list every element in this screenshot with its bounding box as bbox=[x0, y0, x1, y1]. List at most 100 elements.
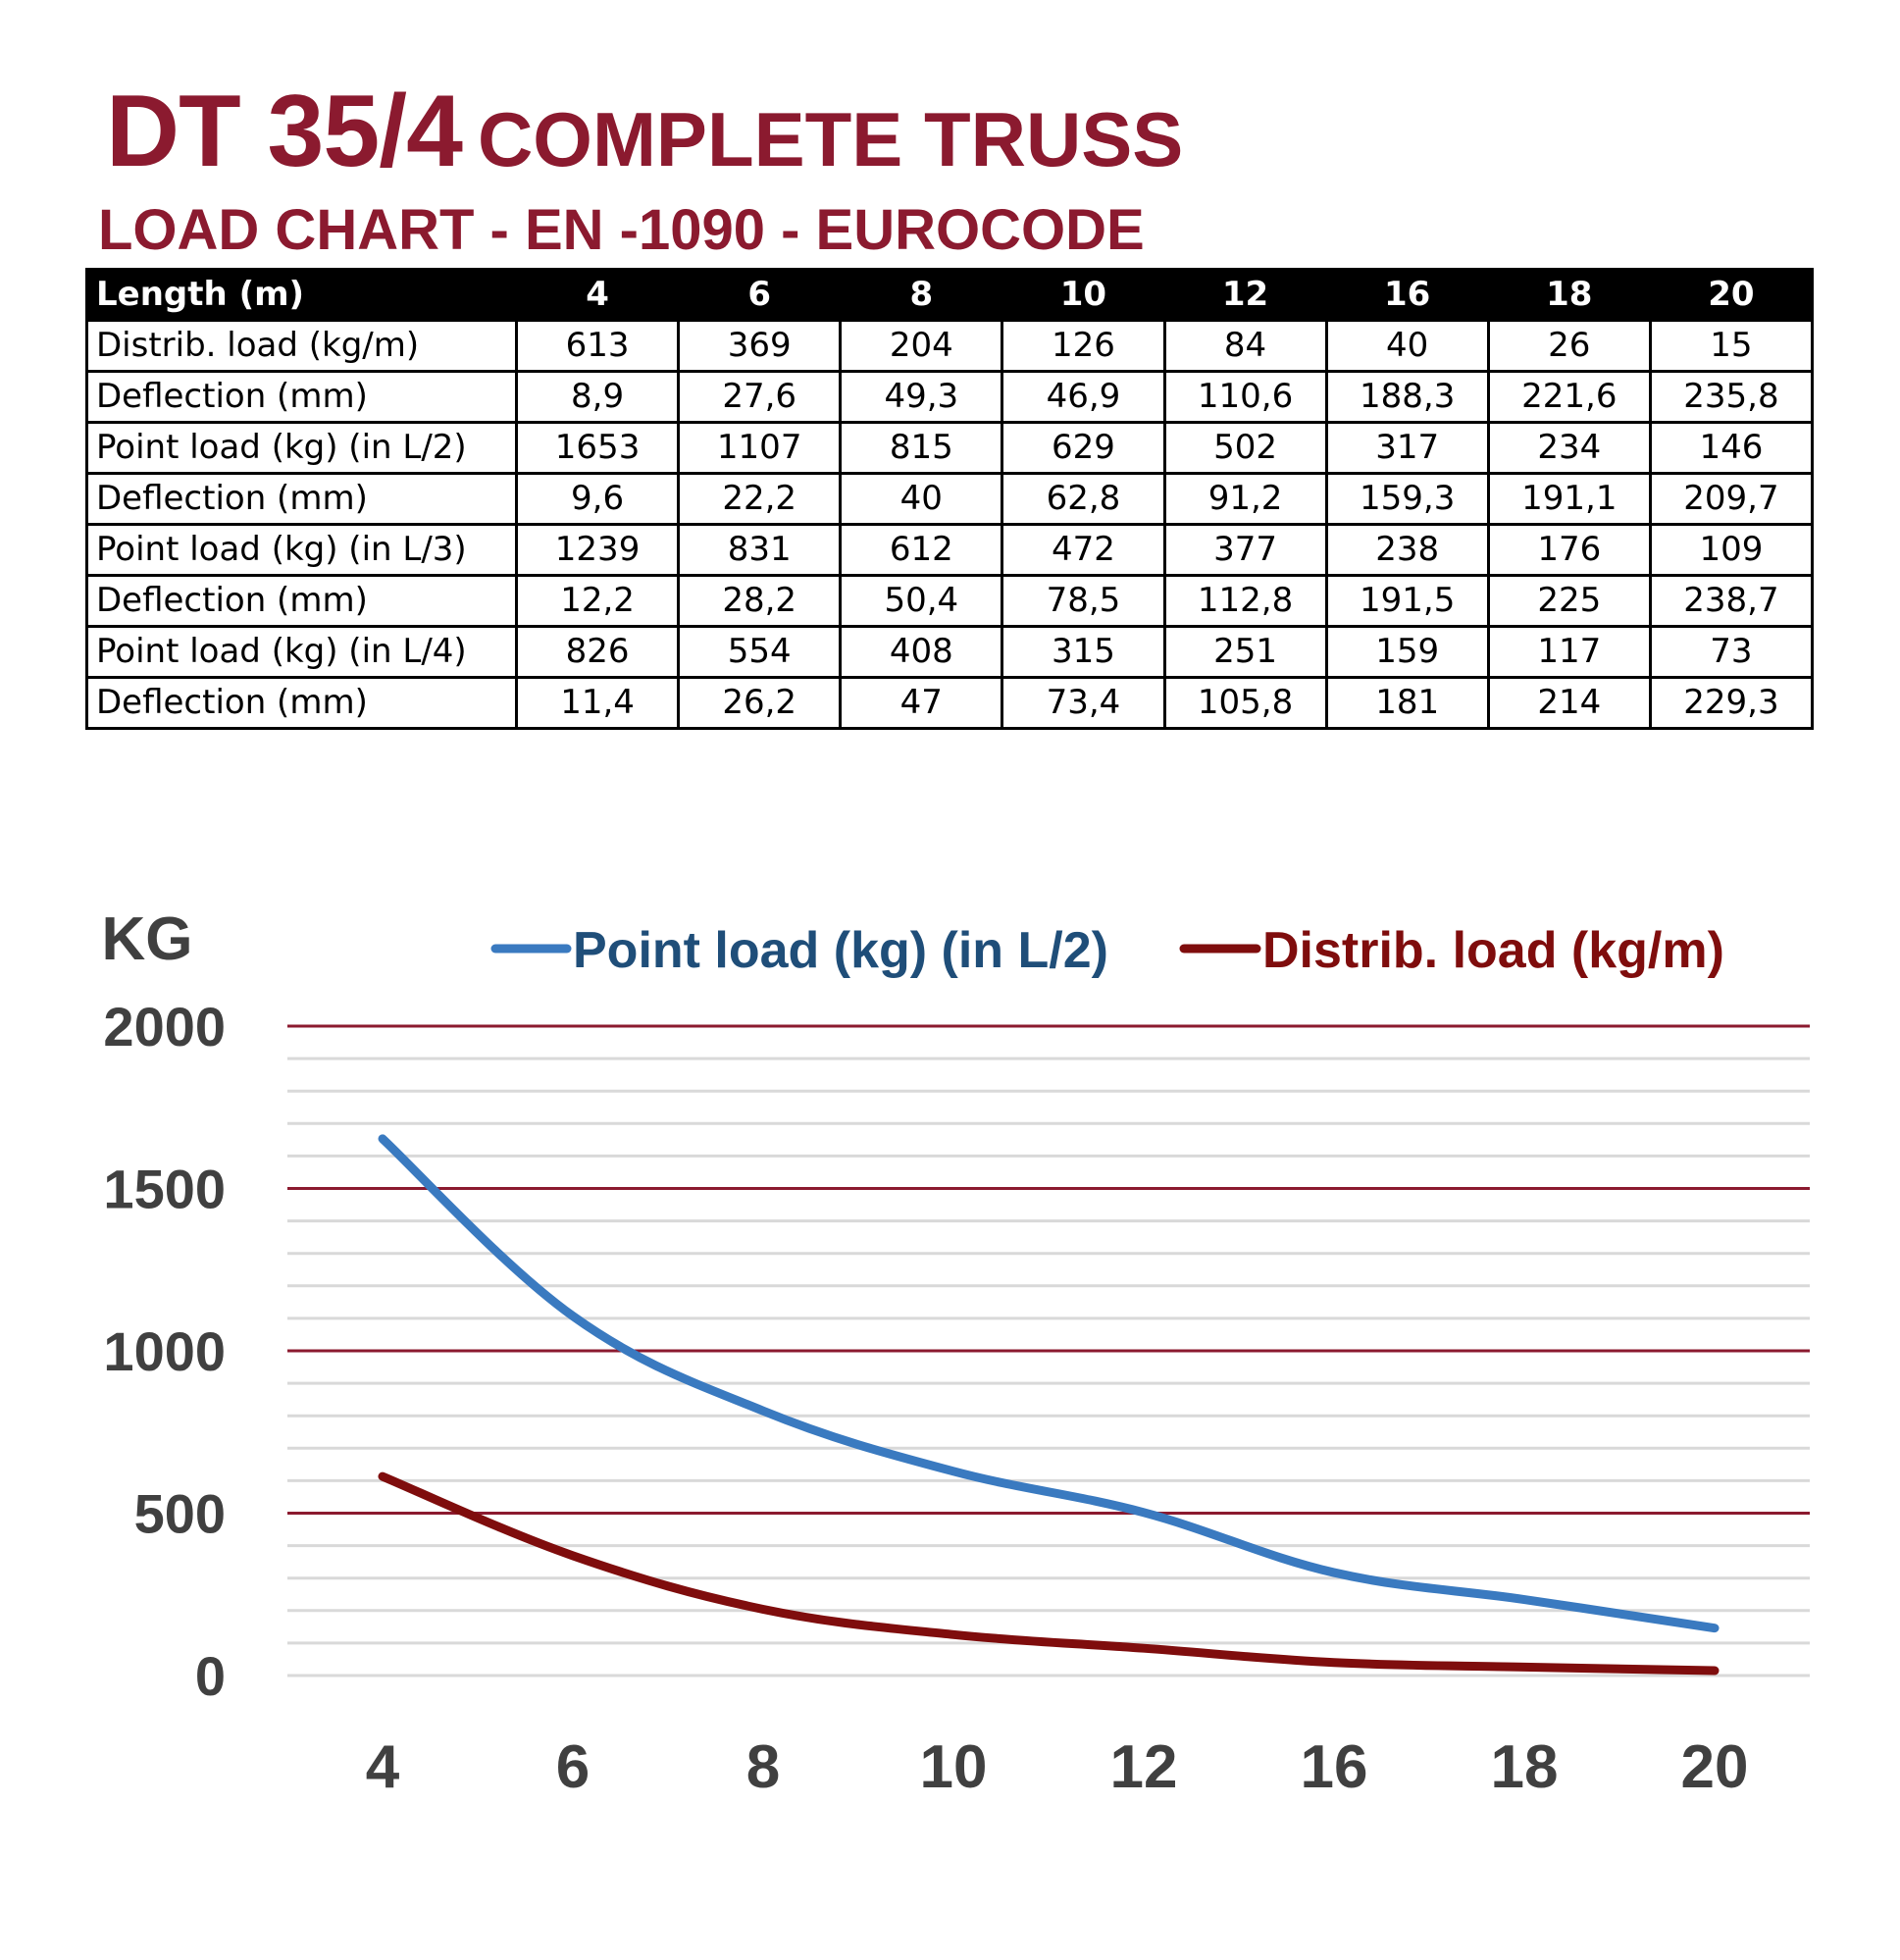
table-cell: 73,4 bbox=[1001, 676, 1166, 730]
row-label: Point load (kg) (in L/3) bbox=[85, 523, 518, 577]
load-chart: 0 500 1000 1500 2000 KG 4 6 8 10 12 16 18 20 Point loa… bbox=[102, 905, 1810, 1801]
table-cell: 105,8 bbox=[1162, 676, 1328, 730]
y-tick-label: 2000 bbox=[103, 996, 226, 1057]
row-label: Point load (kg) (in L/4) bbox=[85, 625, 518, 679]
y-axis-label: KG bbox=[102, 905, 193, 973]
table-cell: 84 bbox=[1162, 319, 1328, 373]
table-row: Deflection (mm) 12,2 28,2 50,4 78,5 112,8 191,… bbox=[85, 574, 1815, 628]
page-title: DT 35/4 COMPLETE TRUSS bbox=[106, 80, 1183, 182]
table-cell: 62,8 bbox=[1001, 472, 1166, 526]
table-cell: 8,9 bbox=[514, 370, 681, 424]
table-cell: 234 bbox=[1486, 421, 1652, 475]
table-cell: 209,7 bbox=[1648, 472, 1815, 526]
row-label: Point load (kg) (in L/2) bbox=[85, 421, 518, 475]
legend-label: Point load (kg) (in L/2) bbox=[573, 922, 1108, 979]
table-cell: 204 bbox=[839, 319, 1004, 373]
table-cell: 188,3 bbox=[1324, 370, 1490, 424]
table-cell: 26 bbox=[1486, 319, 1652, 373]
table-cell: 73 bbox=[1648, 625, 1815, 679]
row-label: Deflection (mm) bbox=[85, 676, 518, 730]
table-header-col: 16 bbox=[1324, 268, 1490, 322]
x-tick-label: 20 bbox=[1681, 1733, 1749, 1801]
row-label: Deflection (mm) bbox=[85, 370, 518, 424]
table-cell: 502 bbox=[1162, 421, 1328, 475]
y-tick-label: 1500 bbox=[103, 1159, 226, 1220]
table-cell: 91,2 bbox=[1162, 472, 1328, 526]
table-row: Deflection (mm) 9,6 22,2 40 62,8 91,2 159,3 191… bbox=[85, 472, 1815, 526]
table-header-col: 4 bbox=[514, 268, 681, 322]
table-cell: 815 bbox=[839, 421, 1004, 475]
table-cell: 472 bbox=[1001, 523, 1166, 577]
table-header-col: 20 bbox=[1648, 268, 1815, 322]
table-cell: 117 bbox=[1486, 625, 1652, 679]
series-line-point-load bbox=[378, 1134, 1720, 1633]
table-cell: 613 bbox=[514, 319, 681, 373]
table-cell: 1239 bbox=[514, 523, 681, 577]
table-row: Point load (kg) (in L/4) 826 554 408 315 251 1… bbox=[85, 625, 1815, 679]
table-cell: 408 bbox=[839, 625, 1004, 679]
table-row: Distrib. load (kg/m) 613 369 204 126 84 40 26 15 bbox=[85, 319, 1815, 373]
table-cell: 377 bbox=[1162, 523, 1328, 577]
title-line: DT 35/4 COMPLETE TRUSS bbox=[106, 80, 1183, 182]
table-row: Deflection (mm) 11,4 26,2 47 73,4 105,8 181 214… bbox=[85, 676, 1815, 730]
table-cell: 46,9 bbox=[1001, 370, 1166, 424]
table-cell: 225 bbox=[1486, 574, 1652, 628]
table-cell: 40 bbox=[1324, 319, 1490, 373]
load-table: Length (m) 4 6 8 10 12 16 18 20 Distrib. load (… bbox=[85, 268, 1815, 730]
table-cell: 159 bbox=[1324, 625, 1490, 679]
table-cell: 110,6 bbox=[1162, 370, 1328, 424]
x-tick-label: 18 bbox=[1491, 1733, 1559, 1801]
table-cell: 22,2 bbox=[677, 472, 843, 526]
table-header-col: 8 bbox=[839, 268, 1004, 322]
table-cell: 109 bbox=[1648, 523, 1815, 577]
table-cell: 238,7 bbox=[1648, 574, 1815, 628]
row-label: Deflection (mm) bbox=[85, 574, 518, 628]
row-label: Distrib. load (kg/m) bbox=[85, 319, 518, 373]
table-cell: 229,3 bbox=[1648, 676, 1815, 730]
table-cell: 15 bbox=[1648, 319, 1815, 373]
table-cell: 629 bbox=[1001, 421, 1166, 475]
table-header-col: 12 bbox=[1162, 268, 1328, 322]
table-cell: 26,2 bbox=[677, 676, 843, 730]
table-cell: 221,6 bbox=[1486, 370, 1652, 424]
row-label: Deflection (mm) bbox=[85, 472, 518, 526]
page-subtitle: LOAD CHART - EN -1090 - EUROCODE bbox=[98, 198, 1145, 262]
table-cell: 317 bbox=[1324, 421, 1490, 475]
y-tick-label: 0 bbox=[195, 1645, 226, 1707]
legend-label: Distrib. load (kg/m) bbox=[1262, 922, 1724, 979]
table-cell: 49,3 bbox=[839, 370, 1004, 424]
table-cell: 50,4 bbox=[839, 574, 1004, 628]
x-tick-label: 12 bbox=[1110, 1733, 1178, 1801]
table-cell: 126 bbox=[1001, 319, 1166, 373]
table-cell: 176 bbox=[1486, 523, 1652, 577]
table-cell: 159,3 bbox=[1324, 472, 1490, 526]
x-tick-label: 6 bbox=[556, 1733, 590, 1801]
table-cell: 315 bbox=[1001, 625, 1166, 679]
table-header-length: Length (m) bbox=[85, 268, 518, 322]
model-name: DT 35/4 bbox=[106, 75, 463, 188]
x-tick-label: 8 bbox=[746, 1733, 780, 1801]
table-cell: 28,2 bbox=[677, 574, 843, 628]
table-row: Point load (kg) (in L/2) 1653 1107 815 629 50… bbox=[85, 421, 1815, 475]
table-cell: 238 bbox=[1324, 523, 1490, 577]
table-cell: 12,2 bbox=[514, 574, 681, 628]
table-cell: 612 bbox=[839, 523, 1004, 577]
table-header-col: 6 bbox=[677, 268, 843, 322]
table-row: Deflection (mm) 8,9 27,6 49,3 46,9 110,6 188,3… bbox=[85, 370, 1815, 424]
table-cell: 214 bbox=[1486, 676, 1652, 730]
table-cell: 826 bbox=[514, 625, 681, 679]
table-cell: 47 bbox=[839, 676, 1004, 730]
table-cell: 40 bbox=[839, 472, 1004, 526]
table-header-col: 18 bbox=[1486, 268, 1652, 322]
table-cell: 78,5 bbox=[1001, 574, 1166, 628]
table-cell: 112,8 bbox=[1162, 574, 1328, 628]
table-header-row: Length (m) 4 6 8 10 12 16 18 20 bbox=[85, 268, 1815, 322]
x-tick-label: 16 bbox=[1301, 1733, 1368, 1801]
table-cell: 554 bbox=[677, 625, 843, 679]
y-tick-label: 1000 bbox=[103, 1320, 226, 1382]
table-cell: 235,8 bbox=[1648, 370, 1815, 424]
series-line-distrib-load bbox=[378, 1471, 1720, 1676]
table-header-col: 10 bbox=[1001, 268, 1166, 322]
y-tick-label: 500 bbox=[134, 1483, 226, 1545]
table-cell: 11,4 bbox=[514, 676, 681, 730]
